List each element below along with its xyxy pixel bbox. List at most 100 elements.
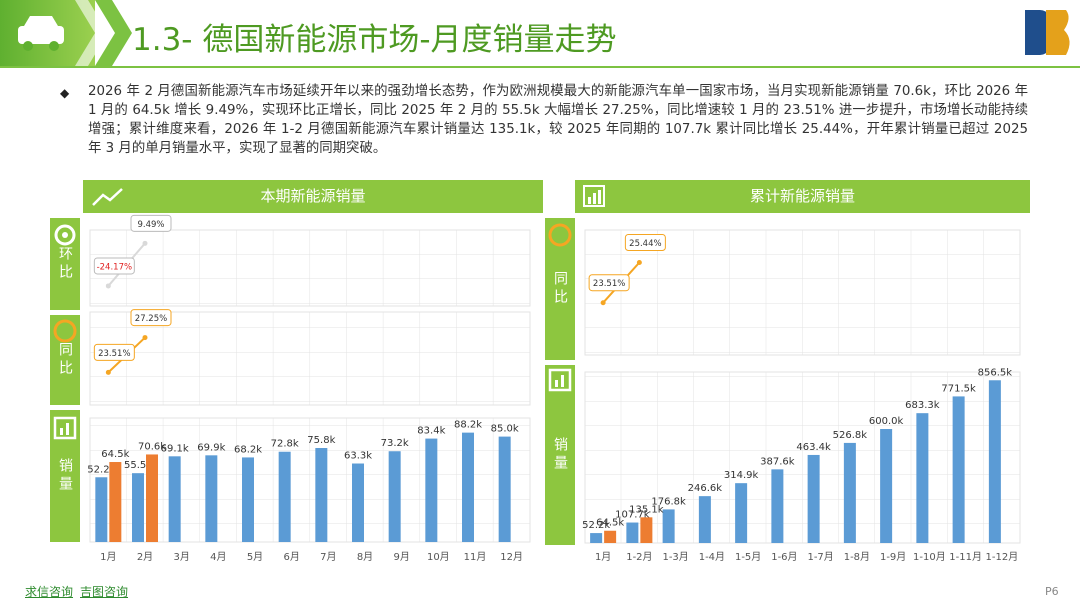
callout-box bbox=[93, 257, 135, 275]
bar bbox=[146, 454, 158, 542]
x-tick-label: 12月 bbox=[500, 551, 523, 563]
footer-link[interactable]: 求信咨询 bbox=[25, 585, 74, 599]
x-tick-label: 1月 bbox=[595, 551, 611, 563]
plot-grid bbox=[584, 371, 1021, 544]
point bbox=[600, 300, 606, 306]
value-label: 23.51% bbox=[98, 349, 130, 359]
header-chevron bbox=[95, 0, 132, 66]
chart-icon bbox=[583, 185, 605, 207]
plot-grid bbox=[89, 311, 531, 406]
bar bbox=[242, 457, 254, 542]
bar bbox=[952, 396, 965, 543]
panel-title: 累计新能源销量 bbox=[750, 187, 855, 205]
icons bbox=[53, 223, 572, 440]
bar bbox=[278, 451, 291, 542]
bar bbox=[735, 483, 748, 543]
side-label: 同比 bbox=[552, 271, 568, 307]
value-label: 9.49% bbox=[137, 220, 164, 230]
bar bbox=[132, 473, 144, 542]
value-label: 70.6k bbox=[138, 441, 166, 452]
point bbox=[142, 240, 148, 246]
x-tick-label: 7月 bbox=[320, 551, 336, 563]
bar bbox=[352, 463, 364, 542]
callout-box bbox=[130, 214, 172, 232]
x-tick-label: 8月 bbox=[357, 551, 373, 563]
value-label: 526.8k bbox=[833, 430, 868, 441]
callout-box bbox=[93, 343, 135, 361]
car-icon bbox=[18, 16, 64, 51]
point bbox=[142, 335, 148, 341]
bar bbox=[168, 456, 181, 542]
bar bbox=[95, 477, 108, 542]
bar bbox=[916, 413, 929, 543]
page-number: P6 bbox=[1045, 585, 1059, 598]
value-label: 771.5k bbox=[941, 383, 976, 394]
bar bbox=[698, 496, 711, 543]
callout-box bbox=[130, 309, 172, 327]
slide-title: 1.3- 德国新能源市场-月度销量走势 bbox=[132, 22, 617, 58]
x-tick-label: 1-7月 bbox=[807, 551, 833, 563]
value-label: 73.2k bbox=[381, 438, 409, 449]
x-tick-label: 1-6月 bbox=[771, 551, 797, 563]
x-tick-label: 9月 bbox=[393, 551, 409, 563]
value-label: 176.8k bbox=[651, 496, 686, 507]
value-label: 600.0k bbox=[869, 416, 904, 427]
summary-text: 2026 年 2 月德国新能源汽车市场延续开年以来的强劲增长态势，作为欧洲规模最… bbox=[88, 84, 1028, 156]
bar bbox=[604, 530, 617, 543]
value-label: 246.6k bbox=[688, 483, 723, 494]
value-label: 83.4k bbox=[417, 426, 445, 437]
value-label: 69.9k bbox=[197, 442, 225, 453]
point bbox=[636, 260, 642, 265]
value-label: 52.2k bbox=[582, 520, 610, 531]
value-label: 72.8k bbox=[271, 439, 299, 450]
point bbox=[105, 369, 111, 375]
value-label: 64.5k bbox=[101, 449, 129, 460]
x-tick-label: 5月 bbox=[247, 551, 263, 563]
value-label: 25.44% bbox=[629, 239, 661, 249]
bar bbox=[880, 429, 893, 543]
x-tick-label: 1-3月 bbox=[662, 551, 688, 563]
value-label: 314.9k bbox=[724, 470, 759, 481]
side-label: 销量 bbox=[57, 458, 73, 494]
header-chevron bbox=[75, 0, 108, 66]
side-label: 环比 bbox=[57, 246, 73, 282]
x-tick-label: 1-10月 bbox=[913, 551, 946, 563]
side-label: 同比 bbox=[57, 342, 73, 378]
panel-title-bar bbox=[83, 180, 543, 213]
x-tick-label: 1-8月 bbox=[844, 551, 870, 563]
x-tick-label: 1月 bbox=[100, 551, 116, 563]
value-label: 23.51% bbox=[593, 279, 625, 289]
side-label-box bbox=[545, 218, 575, 360]
value-label: 856.5k bbox=[978, 367, 1013, 378]
panel-title-bar bbox=[575, 180, 1030, 213]
value-label: 387.6k bbox=[760, 456, 795, 467]
point bbox=[105, 283, 111, 289]
trend-icon bbox=[92, 188, 123, 206]
bar bbox=[662, 509, 675, 543]
value-label: 64.5k bbox=[596, 518, 624, 529]
value-label: 88.2k bbox=[454, 420, 482, 431]
value-label: 55.5k bbox=[124, 460, 152, 471]
bar bbox=[109, 462, 122, 542]
bar bbox=[626, 522, 639, 543]
value-label: 463.4k bbox=[796, 442, 831, 453]
x-tick-label: 1-11月 bbox=[949, 551, 982, 563]
bar bbox=[498, 436, 511, 542]
value-label: 68.2k bbox=[234, 444, 262, 455]
x-tick-label: 1-9月 bbox=[880, 551, 906, 563]
x-tick-label: 1-5月 bbox=[735, 551, 761, 563]
bullet: ◆ bbox=[60, 86, 70, 100]
x-tick-label: 3月 bbox=[173, 551, 189, 563]
x-tick-label: 4月 bbox=[210, 551, 226, 563]
value-label: 107.7k bbox=[615, 510, 650, 521]
value-label: 85.0k bbox=[491, 424, 519, 435]
panel-title: 本期新能源销量 bbox=[260, 187, 365, 205]
bar bbox=[590, 533, 603, 543]
bar bbox=[771, 469, 784, 543]
value-label: 52.2k bbox=[87, 464, 115, 475]
value-label: 135.1k bbox=[629, 504, 664, 515]
bar bbox=[807, 454, 820, 543]
bar bbox=[205, 455, 218, 542]
footer-link[interactable]: 吉图咨询 bbox=[80, 585, 129, 599]
